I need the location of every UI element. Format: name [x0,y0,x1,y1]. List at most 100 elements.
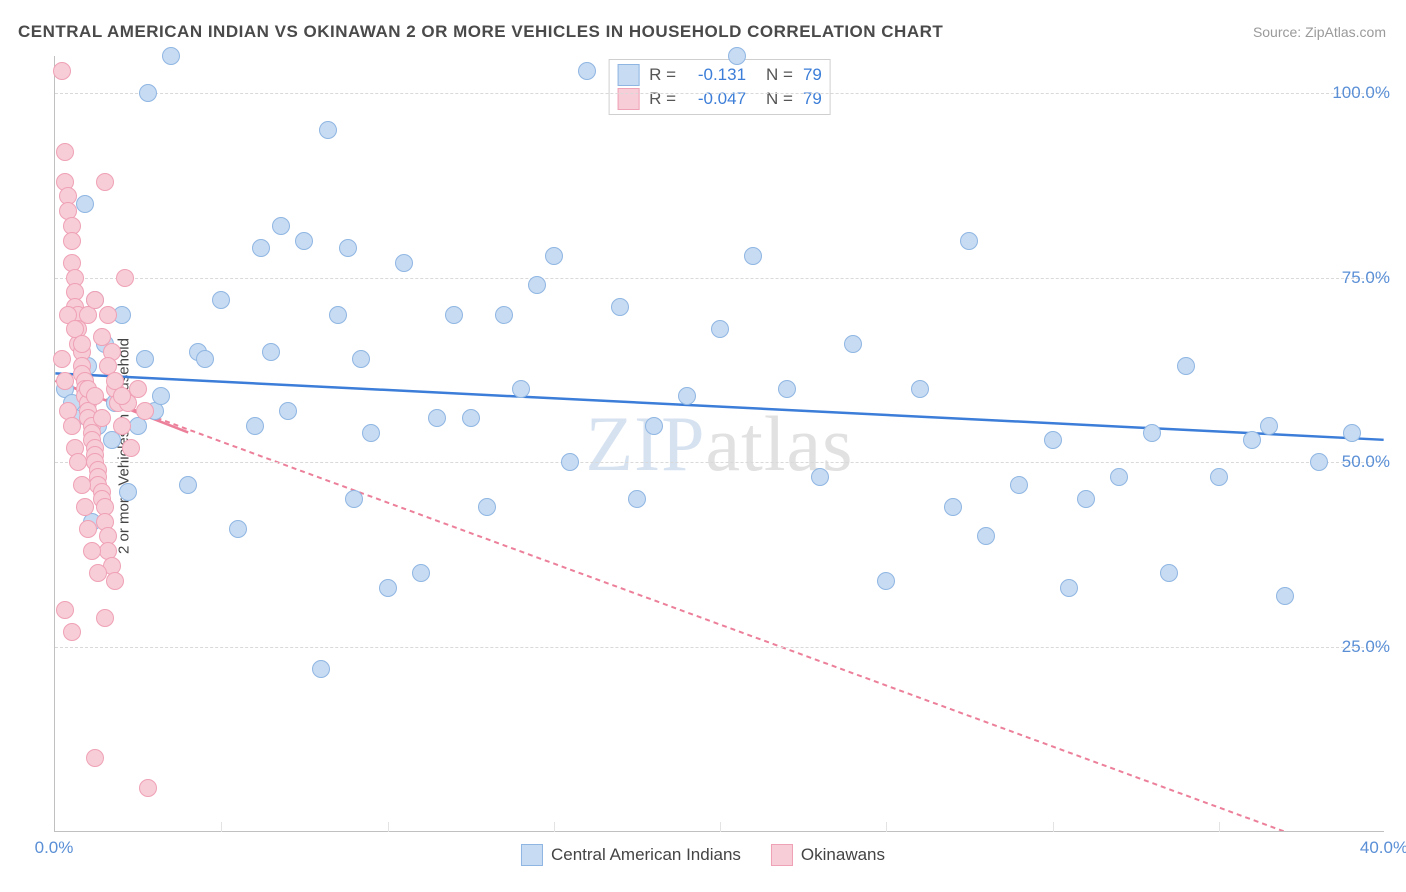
scatter-point [711,320,729,338]
scatter-point [611,298,629,316]
scatter-point [136,350,154,368]
scatter-point [139,84,157,102]
scatter-point [778,380,796,398]
scatter-point [56,601,74,619]
scatter-point [339,239,357,257]
scatter-point [279,402,297,420]
stats-legend-row: R =-0.047N =79 [617,88,822,110]
scatter-point [63,623,81,641]
scatter-point [944,498,962,516]
scatter-point [1343,424,1361,442]
scatter-point [262,343,280,361]
gridline-v [1219,822,1220,832]
scatter-point [960,232,978,250]
scatter-point [478,498,496,516]
r-value: -0.131 [686,65,746,85]
stats-legend: R =-0.131N =79R =-0.047N =79 [608,59,831,115]
scatter-point [252,239,270,257]
trend-line [55,381,1383,831]
gridline-v [1053,822,1054,832]
scatter-point [139,779,157,797]
scatter-point [645,417,663,435]
scatter-point [96,609,114,627]
scatter-point [977,527,995,545]
scatter-point [329,306,347,324]
y-tick-label: 50.0% [1342,452,1390,472]
gridline-v [886,822,887,832]
scatter-point [89,564,107,582]
scatter-point [63,232,81,250]
series-legend: Central American IndiansOkinawans [521,844,885,866]
scatter-point [678,387,696,405]
scatter-point [744,247,762,265]
scatter-point [578,62,596,80]
correlation-chart: CENTRAL AMERICAN INDIAN VS OKINAWAN 2 OR… [0,0,1406,892]
legend-swatch [771,844,793,866]
scatter-point [93,328,111,346]
scatter-point [119,483,137,501]
scatter-point [129,380,147,398]
scatter-point [1177,357,1195,375]
scatter-point [152,387,170,405]
gridline-v [720,822,721,832]
scatter-point [229,520,247,538]
scatter-point [462,409,480,427]
scatter-point [73,476,91,494]
scatter-point [56,143,74,161]
scatter-point [877,572,895,590]
scatter-point [53,62,71,80]
chart-title: CENTRAL AMERICAN INDIAN VS OKINAWAN 2 OR… [18,22,943,42]
scatter-point [395,254,413,272]
stats-legend-row: R =-0.131N =79 [617,64,822,86]
scatter-point [1243,431,1261,449]
scatter-point [412,564,430,582]
legend-swatch [617,64,639,86]
scatter-point [911,380,929,398]
scatter-point [212,291,230,309]
gridline-v [388,822,389,832]
scatter-point [1210,468,1228,486]
scatter-point [528,276,546,294]
legend-item: Okinawans [771,844,885,866]
scatter-point [1310,453,1328,471]
y-tick-label: 25.0% [1342,637,1390,657]
legend-swatch [617,88,639,110]
scatter-point [246,417,264,435]
r-label: R = [649,65,676,85]
scatter-point [86,749,104,767]
gridline-h [55,93,1384,94]
y-tick-label: 100.0% [1332,83,1390,103]
scatter-point [428,409,446,427]
scatter-point [495,306,513,324]
scatter-point [1276,587,1294,605]
scatter-point [445,306,463,324]
y-tick-label: 75.0% [1342,268,1390,288]
scatter-point [53,350,71,368]
scatter-point [379,579,397,597]
scatter-point [73,335,91,353]
scatter-point [312,660,330,678]
scatter-point [99,306,117,324]
x-tick-label: 0.0% [35,838,74,858]
scatter-point [56,372,74,390]
scatter-point [1044,431,1062,449]
scatter-point [545,247,563,265]
scatter-point [76,195,94,213]
scatter-point [512,380,530,398]
gridline-h [55,278,1384,279]
watermark-zip: ZIP [586,400,706,487]
scatter-point [728,47,746,65]
scatter-point [844,335,862,353]
scatter-point [106,572,124,590]
scatter-point [113,387,131,405]
scatter-point [1160,564,1178,582]
legend-label: Okinawans [801,845,885,865]
scatter-point [196,350,214,368]
scatter-point [295,232,313,250]
scatter-point [1010,476,1028,494]
scatter-point [122,439,140,457]
gridline-h [55,462,1384,463]
scatter-point [1260,417,1278,435]
trend-lines [55,56,1384,831]
scatter-point [1077,490,1095,508]
